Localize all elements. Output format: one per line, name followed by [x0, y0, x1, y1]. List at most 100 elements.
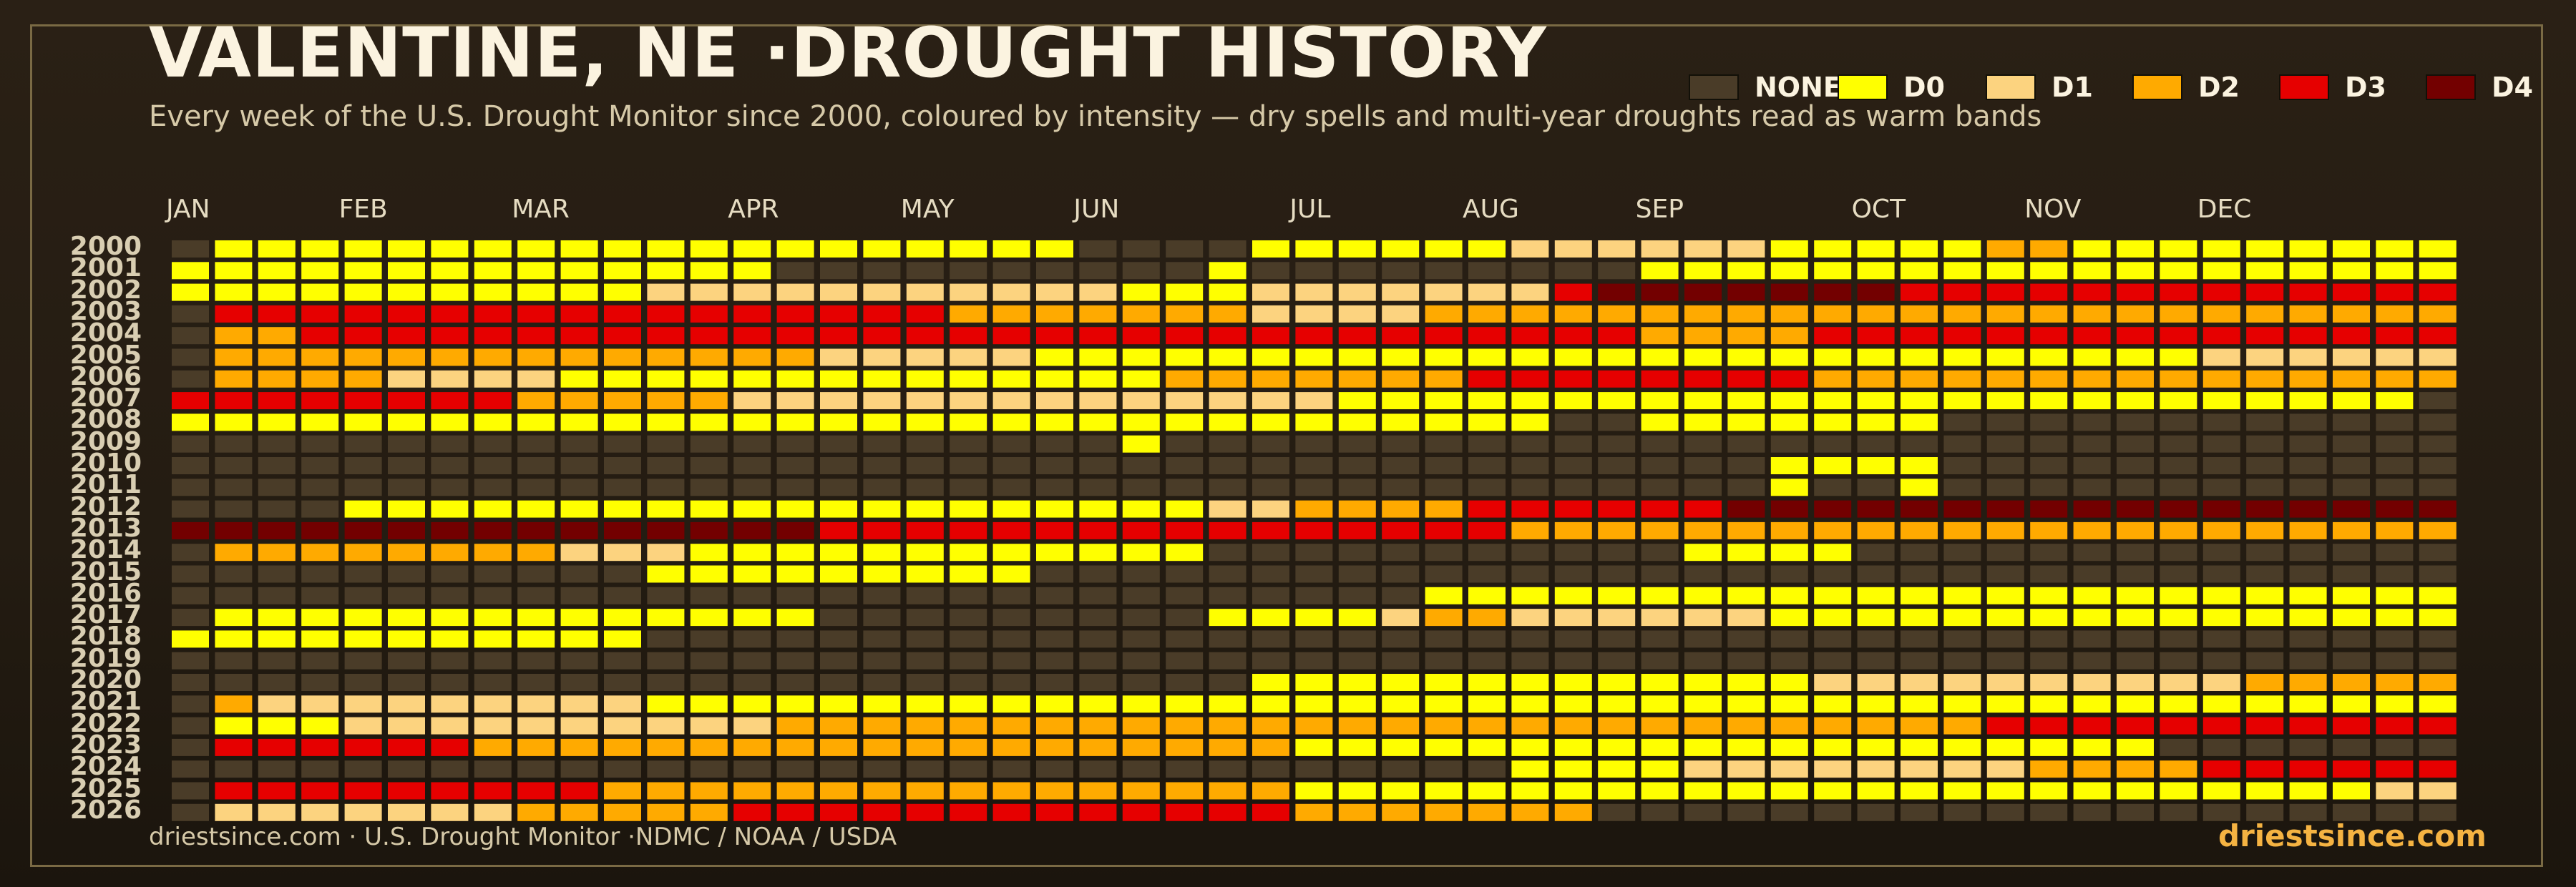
cell-2022-w42 [1943, 717, 1981, 735]
cell-2025-w14 [733, 782, 771, 800]
cell-2004-w35 [1641, 327, 1679, 345]
cell-2018-w2 [215, 630, 253, 648]
cell-2020-w12 [647, 674, 685, 691]
cell-2013-w34 [1598, 521, 1636, 539]
cell-2022-w14 [733, 717, 771, 735]
cell-2017-w6 [388, 609, 425, 627]
cell-2019-w26 [1252, 652, 1289, 670]
cell-2002-w3 [258, 283, 296, 301]
cell-2007-w24 [1166, 392, 1204, 410]
cell-2018-w44 [2030, 630, 2068, 648]
cell-2010-w19 [950, 457, 987, 474]
cell-2018-w51 [2333, 630, 2370, 648]
legend-swatch-d3 [2279, 74, 2329, 100]
cell-2017-w48 [2202, 609, 2240, 627]
cell-2023-w16 [820, 738, 857, 756]
cell-2010-w53 [2419, 457, 2457, 474]
cell-2019-w1 [172, 652, 209, 670]
cell-2024-w35 [1641, 760, 1679, 778]
cell-2005-w35 [1641, 348, 1679, 366]
cell-2001-w43 [1986, 262, 2024, 280]
cell-2014-w46 [2117, 544, 2154, 562]
cell-2022-w46 [2117, 717, 2154, 735]
cell-2002-w23 [1122, 283, 1160, 301]
cell-2007-w16 [820, 392, 857, 410]
cell-2014-w26 [1252, 544, 1289, 562]
cell-2019-w25 [1209, 652, 1246, 670]
cell-2006-w40 [1857, 370, 1895, 388]
cell-2009-w49 [2246, 435, 2284, 453]
cell-2012-w41 [1901, 500, 1938, 518]
cell-2015-w28 [1338, 565, 1376, 583]
cell-2001-w35 [1641, 262, 1679, 280]
cell-2005-w20 [992, 348, 1030, 366]
cell-2007-w3 [258, 392, 296, 410]
cell-2014-w48 [2202, 544, 2240, 562]
cell-2001-w24 [1166, 262, 1204, 280]
cell-2017-w23 [1122, 609, 1160, 627]
cell-2016-w40 [1857, 587, 1895, 604]
cell-2004-w34 [1598, 327, 1636, 345]
cell-2005-w37 [1727, 348, 1765, 366]
cell-2006-w24 [1166, 370, 1204, 388]
cell-2004-w52 [2376, 327, 2414, 345]
cell-2009-w37 [1727, 435, 1765, 453]
cell-2019-w49 [2246, 652, 2284, 670]
cell-2003-w10 [560, 305, 598, 323]
cell-2004-w32 [1511, 327, 1549, 345]
cell-2001-w39 [1814, 262, 1852, 280]
cell-2019-w42 [1943, 652, 1981, 670]
cell-2014-w31 [1468, 544, 1506, 562]
cell-2009-w52 [2376, 435, 2414, 453]
cell-2018-w12 [647, 630, 685, 648]
cell-2023-w50 [2289, 738, 2327, 756]
cell-2024-w5 [344, 760, 382, 778]
cell-2011-w4 [301, 479, 339, 496]
cell-2010-w34 [1598, 457, 1636, 474]
cell-2023-w14 [733, 738, 771, 756]
cell-2008-w2 [215, 413, 253, 431]
cell-2002-w18 [906, 283, 944, 301]
cell-2001-w37 [1727, 262, 1765, 280]
cell-2021-w3 [258, 695, 296, 713]
cell-2024-w24 [1166, 760, 1204, 778]
cell-2018-w39 [1814, 630, 1852, 648]
cell-2021-w41 [1901, 695, 1938, 713]
cell-2010-w23 [1122, 457, 1160, 474]
cell-2015-w9 [517, 565, 555, 583]
cell-2008-w25 [1209, 413, 1246, 431]
cell-2025-w46 [2117, 782, 2154, 800]
month-label-may: MAY [900, 195, 955, 224]
cell-2001-w40 [1857, 262, 1895, 280]
cell-2022-w3 [258, 717, 296, 735]
cell-2024-w48 [2202, 760, 2240, 778]
cell-2023-w31 [1468, 738, 1506, 756]
cell-2021-w51 [2333, 695, 2370, 713]
cell-2022-w35 [1641, 717, 1679, 735]
cell-2008-w24 [1166, 413, 1204, 431]
cell-2022-w44 [2030, 717, 2068, 735]
cell-2012-w27 [1295, 500, 1333, 518]
cell-2007-w53 [2419, 392, 2457, 410]
cell-2006-w44 [2030, 370, 2068, 388]
cell-2026-w9 [517, 803, 555, 821]
cell-2014-w3 [258, 544, 296, 562]
cell-2013-w11 [604, 521, 641, 539]
cell-2026-w50 [2289, 803, 2327, 821]
cell-2017-w20 [992, 609, 1030, 627]
cell-2021-w23 [1122, 695, 1160, 713]
cell-2020-w1 [172, 674, 209, 691]
footer-brand[interactable]: driestsince.com [2218, 818, 2487, 853]
cell-2002-w39 [1814, 283, 1852, 301]
cell-2008-w13 [690, 413, 728, 431]
cell-2024-w27 [1295, 760, 1333, 778]
cell-2020-w4 [301, 674, 339, 691]
cell-2004-w26 [1252, 327, 1289, 345]
cell-2007-w32 [1511, 392, 1549, 410]
cell-2018-w24 [1166, 630, 1204, 648]
cell-2004-w50 [2289, 327, 2327, 345]
year-label-2007: 2007 [69, 383, 142, 413]
cell-2011-w16 [820, 479, 857, 496]
cell-2021-w10 [560, 695, 598, 713]
cell-2000-w10 [560, 240, 598, 258]
